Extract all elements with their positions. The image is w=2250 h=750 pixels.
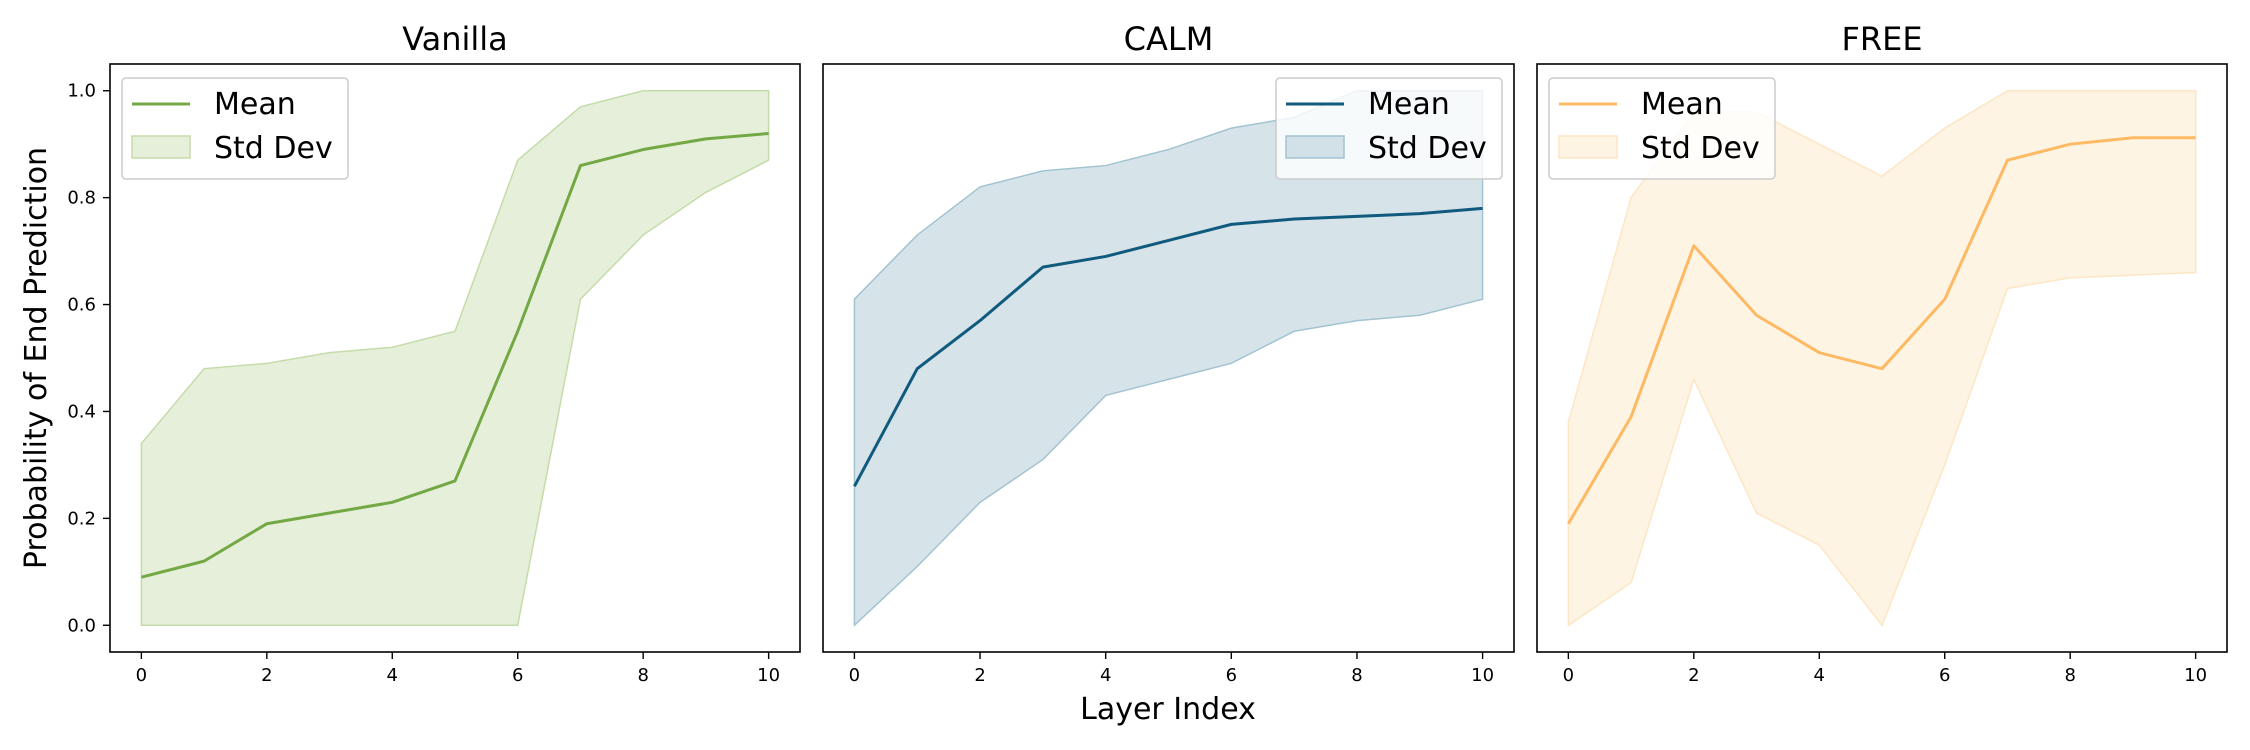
x-tick-label: 10 xyxy=(757,665,780,686)
x-tick-label: 8 xyxy=(637,665,648,686)
panel-title: FREE xyxy=(1841,20,1922,58)
legend-std-swatch xyxy=(1558,135,1618,159)
x-tick-label: 10 xyxy=(1471,665,1494,686)
x-axis-label: Layer Index xyxy=(1080,692,1256,727)
y-tick-label: 0.8 xyxy=(67,188,96,209)
legend: Mean Std Dev xyxy=(1275,77,1503,180)
std-dev-band xyxy=(140,89,770,627)
legend-mean-label: Mean xyxy=(214,87,296,122)
panel-title: Vanilla xyxy=(402,20,508,58)
x-tick-label: 4 xyxy=(387,665,398,686)
x-tick-label: 0 xyxy=(1563,665,1574,686)
mean-line xyxy=(1567,136,2196,525)
legend-std-swatch xyxy=(1285,135,1345,159)
legend-std-label: Std Dev xyxy=(214,131,333,166)
axes-frame xyxy=(1536,63,2228,653)
mean-line xyxy=(853,206,1483,487)
panel-title: CALM xyxy=(1124,20,1214,58)
x-tick-label: 2 xyxy=(1688,665,1699,686)
legend-std-swatch xyxy=(131,135,191,159)
std-dev-band xyxy=(853,89,1484,627)
x-tick-label: 6 xyxy=(1226,665,1237,686)
y-tick-label: 0.2 xyxy=(67,508,96,529)
std-dev-band xyxy=(1567,89,2197,627)
legend-mean-label: Mean xyxy=(1368,87,1450,122)
x-tick-label: 0 xyxy=(849,665,860,686)
x-tick-label: 4 xyxy=(1814,665,1825,686)
x-tick-label: 6 xyxy=(512,665,523,686)
legend: Mean Std Dev xyxy=(121,77,349,180)
y-tick-label: 0.4 xyxy=(67,401,96,422)
x-tick-label: 10 xyxy=(2184,665,2207,686)
x-tick-label: 0 xyxy=(136,665,147,686)
y-axis-label: Probability of End Prediction xyxy=(19,147,54,569)
y-tick-label: 1.0 xyxy=(67,81,96,102)
legend-mean-label: Mean xyxy=(1641,87,1723,122)
x-tick-label: 6 xyxy=(1939,665,1950,686)
x-tick-label: 4 xyxy=(1100,665,1111,686)
panel-vanilla: 0 2 4 6 8 10 0.0 0.2 0.4 0.6 0.8 1.0 Vanilla Mean Std … xyxy=(67,20,801,686)
axes-frame xyxy=(822,63,1515,653)
y-tick-label: 0.0 xyxy=(67,615,96,636)
y-tick-label: 0.6 xyxy=(67,295,96,316)
x-tick-label: 8 xyxy=(1351,665,1362,686)
legend: Mean Std Dev xyxy=(1548,77,1776,180)
x-tick-label: 8 xyxy=(2064,665,2075,686)
chart-panels: 0 2 4 6 8 10 0.0 0.2 0.4 0.6 0.8 1.0 Vanilla Mean Std … xyxy=(67,20,2228,686)
x-tick-label: 2 xyxy=(974,665,985,686)
legend-std-label: Std Dev xyxy=(1641,131,1760,166)
x-tick-label: 2 xyxy=(261,665,272,686)
mean-line xyxy=(140,131,769,579)
legend-std-label: Std Dev xyxy=(1368,131,1487,166)
panel-free: 0 2 4 6 8 10 FREE Mean Std Dev xyxy=(1536,20,2228,686)
panel-calm: 0 2 4 6 8 10 CALM Mean Std Dev xyxy=(822,20,1515,686)
axes-frame xyxy=(109,63,801,653)
